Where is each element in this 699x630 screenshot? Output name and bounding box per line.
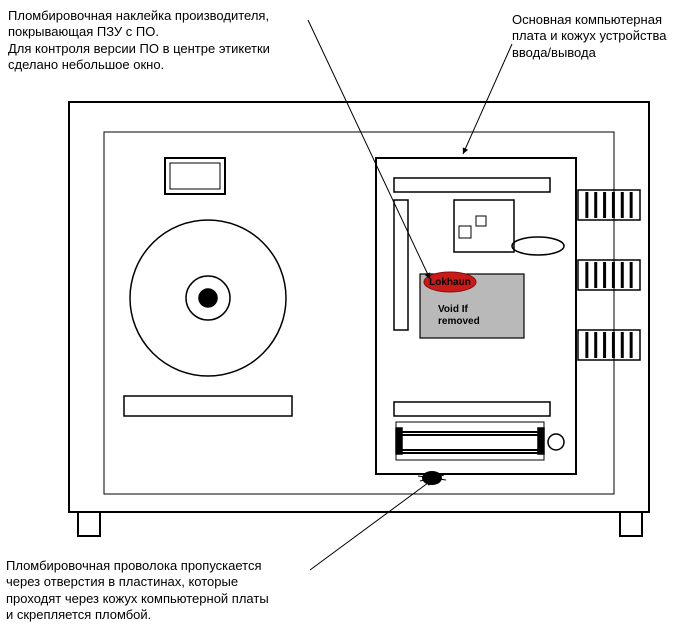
seal-text-line1: Void If xyxy=(438,304,468,315)
enclosure-outer xyxy=(69,102,649,512)
rail-cap-left xyxy=(396,428,402,454)
seal-brand-text: Lokhaun xyxy=(429,277,471,288)
enclosure-foot-left xyxy=(78,512,100,536)
enclosure-foot-right xyxy=(620,512,642,536)
rail-cap-right xyxy=(538,428,544,454)
device-diagram: Lokhaun Void Ifremoved xyxy=(0,0,699,630)
diagram-root: Пломбировочная наклейка производителя, п… xyxy=(0,0,699,630)
disc-hub xyxy=(199,289,217,307)
seal-text-line2: removed xyxy=(438,316,480,327)
